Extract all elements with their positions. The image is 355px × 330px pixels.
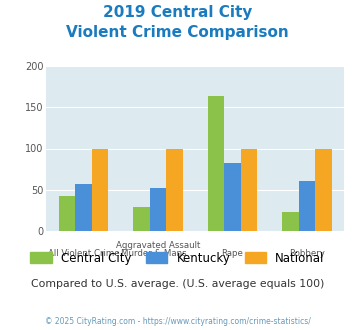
- Bar: [133, 207, 150, 231]
- Bar: [208, 96, 224, 231]
- Bar: [75, 184, 92, 231]
- Bar: [299, 181, 315, 231]
- Text: Robbery: Robbery: [289, 249, 325, 258]
- Text: All Violent Crime: All Violent Crime: [48, 249, 119, 258]
- Text: © 2025 CityRating.com - https://www.cityrating.com/crime-statistics/: © 2025 CityRating.com - https://www.city…: [45, 317, 310, 326]
- Text: Aggravated Assault: Aggravated Assault: [116, 241, 200, 250]
- Text: Rape: Rape: [222, 249, 244, 258]
- Bar: [241, 148, 257, 231]
- Text: Violent Crime Comparison: Violent Crime Comparison: [66, 25, 289, 40]
- Bar: [150, 188, 166, 231]
- Text: Compared to U.S. average. (U.S. average equals 100): Compared to U.S. average. (U.S. average …: [31, 279, 324, 289]
- Text: Murder & Mans...: Murder & Mans...: [121, 249, 195, 258]
- Bar: [224, 163, 241, 231]
- Bar: [92, 148, 108, 231]
- Bar: [315, 148, 332, 231]
- Bar: [283, 212, 299, 231]
- Bar: [166, 148, 182, 231]
- Legend: Central City, Kentucky, National: Central City, Kentucky, National: [31, 252, 324, 265]
- Text: 2019 Central City: 2019 Central City: [103, 5, 252, 20]
- Bar: [59, 196, 75, 231]
